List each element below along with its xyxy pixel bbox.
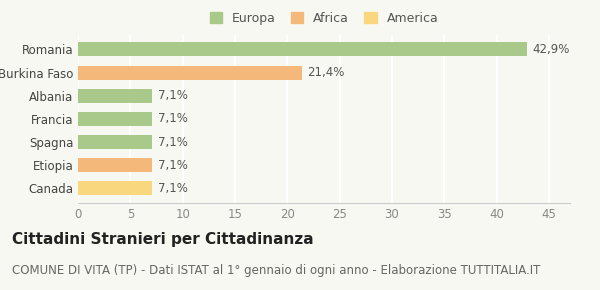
Bar [78,66,302,79]
Bar [78,89,152,103]
Bar [78,112,152,126]
Legend: Europa, Africa, America: Europa, Africa, America [209,12,439,25]
Text: 42,9%: 42,9% [532,43,569,56]
Text: 7,1%: 7,1% [158,113,187,125]
Text: 21,4%: 21,4% [307,66,344,79]
Text: Cittadini Stranieri per Cittadinanza: Cittadini Stranieri per Cittadinanza [12,232,314,247]
Bar [78,42,527,56]
Text: 7,1%: 7,1% [158,89,187,102]
Text: COMUNE DI VITA (TP) - Dati ISTAT al 1° gennaio di ogni anno - Elaborazione TUTTI: COMUNE DI VITA (TP) - Dati ISTAT al 1° g… [12,264,541,277]
Text: 7,1%: 7,1% [158,182,187,195]
Text: 7,1%: 7,1% [158,135,187,148]
Text: 7,1%: 7,1% [158,159,187,172]
Bar [78,135,152,149]
Bar [78,182,152,195]
Bar [78,158,152,172]
